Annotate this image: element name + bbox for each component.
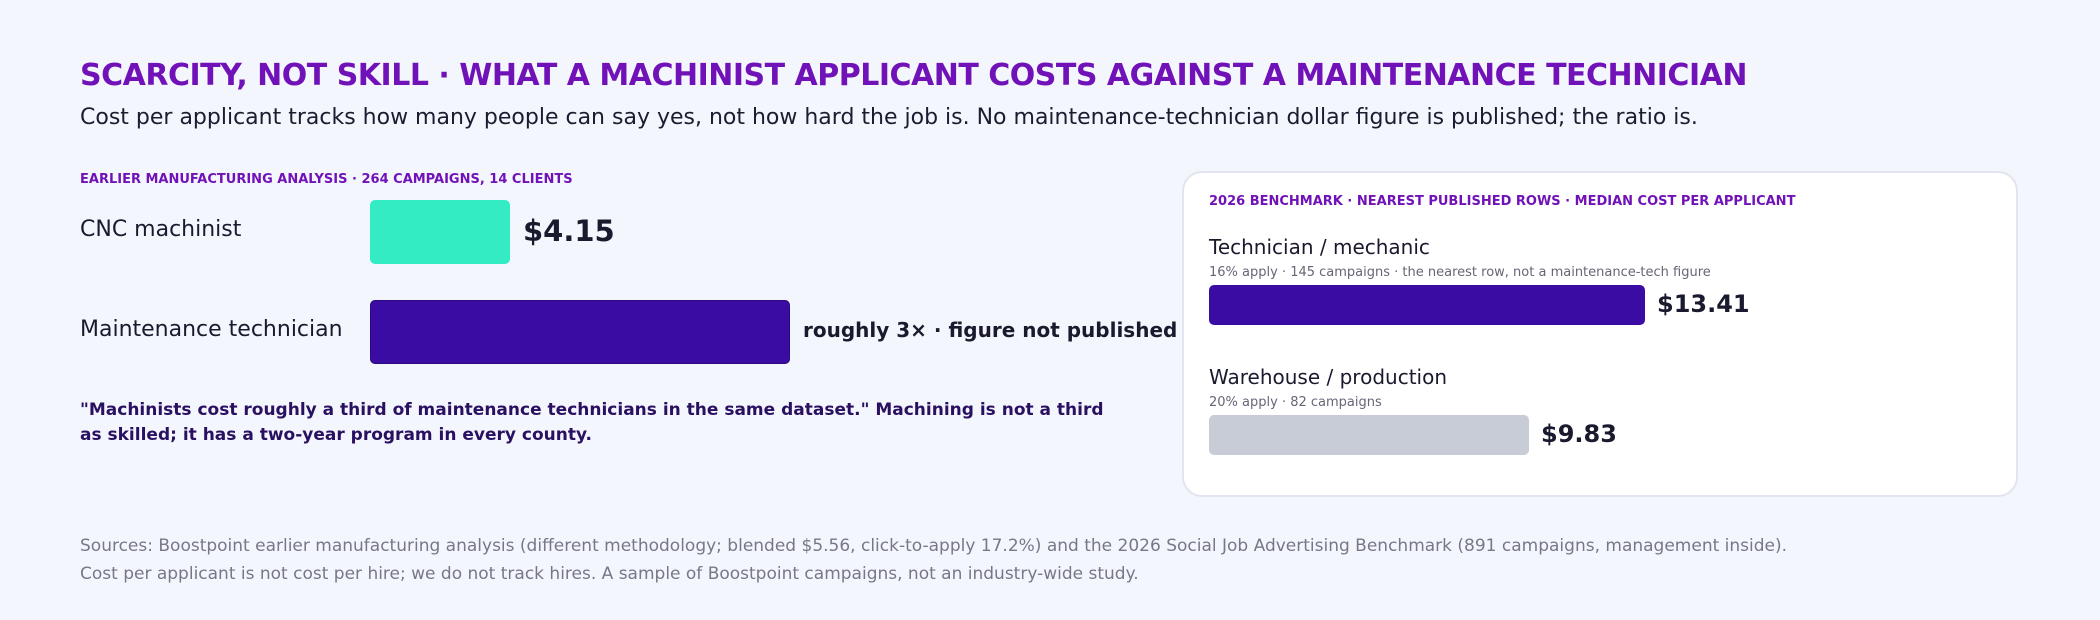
chart-subtitle: Cost per applicant tracks how many peopl… xyxy=(80,105,1698,130)
bar-label-warehouse-production: Warehouse / production xyxy=(1209,365,1447,389)
bar-note-warehouse-production: 20% apply · 82 campaigns xyxy=(1209,395,1382,410)
bar-technician-mechanic xyxy=(1209,285,1645,325)
bar-label-technician-mechanic: Technician / mechanic xyxy=(1209,235,1430,259)
bar-value-warehouse-production: $9.83 xyxy=(1541,420,1617,448)
bar-cnc-machinist xyxy=(370,200,510,264)
bar-label-maintenance-technician: Maintenance technician xyxy=(80,317,343,342)
quote-annotation: "Machinists cost roughly a third of main… xyxy=(80,400,1104,445)
bar-value-maintenance-technician: roughly 3× · figure not published xyxy=(803,318,1178,342)
chart-title: SCARCITY, NOT SKILL · WHAT A MACHINIST A… xyxy=(80,58,1747,93)
benchmark-panel: 2026 BENCHMARK · NEAREST PUBLISHED ROWS … xyxy=(1182,171,2018,497)
bar-warehouse-production xyxy=(1209,415,1529,455)
left-chart-label: EARLIER MANUFACTURING ANALYSIS · 264 CAM… xyxy=(80,172,573,187)
footnote-disclaimer: Cost per applicant is not cost per hire;… xyxy=(80,564,1139,584)
bar-value-technician-mechanic: $13.41 xyxy=(1657,290,1750,318)
bar-note-technician-mechanic: 16% apply · 145 campaigns · the nearest … xyxy=(1209,265,1711,280)
footnote-sources: Sources: Boostpoint earlier manufacturin… xyxy=(80,536,1788,556)
bar-maintenance-technician xyxy=(370,300,790,364)
right-chart-label: 2026 BENCHMARK · NEAREST PUBLISHED ROWS … xyxy=(1209,194,1796,209)
bar-label-cnc-machinist: CNC machinist xyxy=(80,217,242,242)
bar-value-cnc-machinist: $4.15 xyxy=(523,214,615,248)
